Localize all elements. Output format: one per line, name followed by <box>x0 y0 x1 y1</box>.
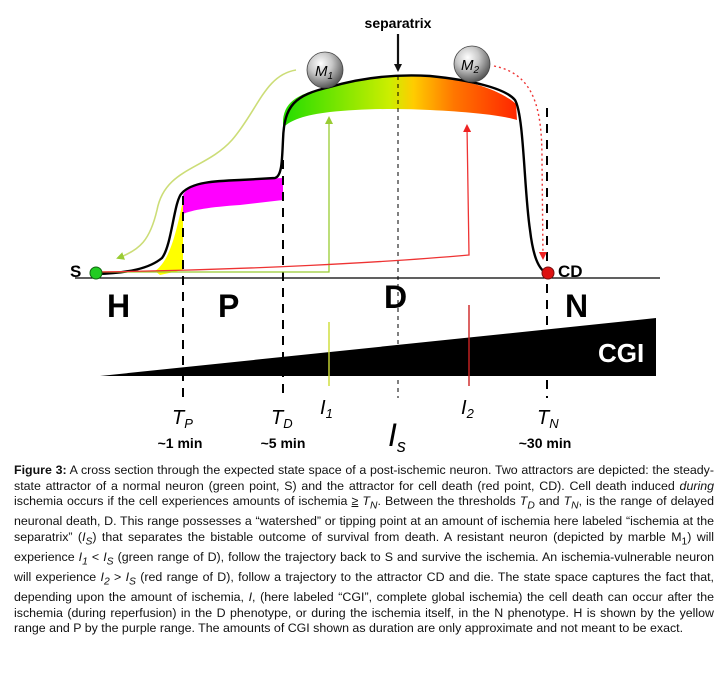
tp-label: TP <box>172 407 193 431</box>
p-label: P <box>218 288 239 324</box>
trajectory-i1-up <box>96 116 333 273</box>
h-label: H <box>107 288 130 324</box>
td-label: TD <box>271 407 293 431</box>
s-attractor-point <box>89 266 103 280</box>
cd-label: CD <box>558 262 583 281</box>
i2-label: I2 <box>461 397 475 421</box>
figure-caption: Figure 3: A cross section through the ex… <box>14 463 715 636</box>
state-space-diagram: CGI separatrix M1 M2 S CD H P D N TP TD … <box>70 15 660 456</box>
min1-label: ~1 min <box>158 435 203 451</box>
min5-label: ~5 min <box>261 435 306 451</box>
marble-m2: M2 <box>453 45 491 83</box>
marble-m1: M1 <box>306 51 344 89</box>
min30-label: ~30 min <box>519 435 572 451</box>
separatrix-label: separatrix <box>365 15 432 31</box>
is-label: Is <box>388 417 406 456</box>
cgi-label: CGI <box>598 338 644 368</box>
state-space-curve <box>95 74 549 276</box>
trajectory-m2-to-cd <box>493 65 547 260</box>
p-range-magenta <box>183 178 283 214</box>
trajectory-i2-up <box>95 124 472 273</box>
d-range-gradient <box>283 75 517 128</box>
tn-label: TN <box>537 407 559 431</box>
h-range-yellow <box>155 200 183 275</box>
cgi-wedge <box>100 318 656 376</box>
s-label: S <box>70 262 81 281</box>
i1-label: I1 <box>320 397 333 421</box>
svg-text:M1: M1 <box>315 63 333 82</box>
d-label: D <box>384 279 407 315</box>
n-label: N <box>565 288 588 324</box>
trajectory-m1-to-s <box>116 69 297 260</box>
svg-text:M2: M2 <box>461 57 480 76</box>
cd-attractor-point <box>541 266 555 280</box>
